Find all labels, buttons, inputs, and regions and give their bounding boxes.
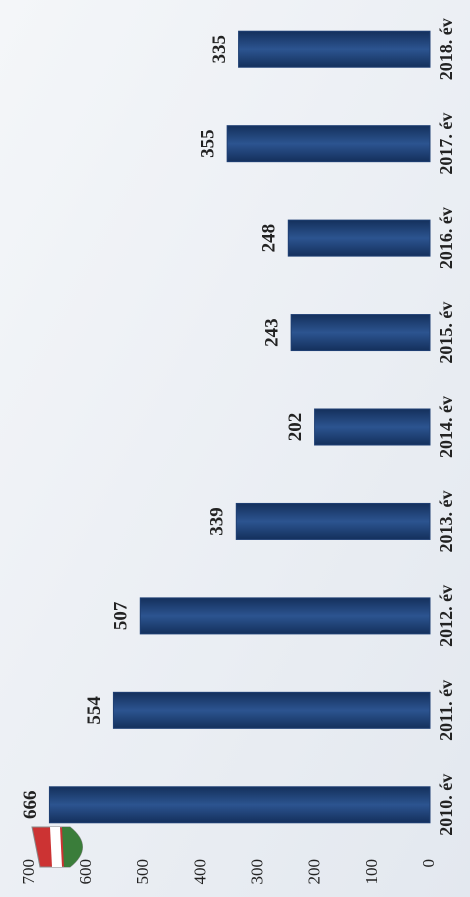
y-tick-label: 0 [419, 859, 438, 868]
bar [48, 786, 431, 824]
bar [287, 219, 431, 257]
x-tick-label: 2015. év [436, 302, 456, 364]
y-tick-label: 500 [133, 859, 152, 885]
bar [226, 125, 431, 163]
value-label: 507 [111, 601, 132, 630]
plot: 0 100 200 300 400 500 600 700 2010. év 666 2011. é… [19, 18, 456, 884]
bar [290, 314, 431, 352]
x-tick-label: 2014. év [436, 396, 456, 458]
value-label: 355 [198, 129, 219, 158]
value-label: 202 [285, 413, 306, 442]
value-label: 243 [262, 318, 283, 347]
value-label: 335 [209, 35, 230, 64]
bar [314, 408, 431, 446]
x-tick-label: 2012. év [436, 585, 456, 647]
y-tick-label: 200 [305, 859, 324, 885]
value-label: 339 [207, 507, 228, 536]
y-tick-label: 100 [362, 859, 381, 885]
y-tick-label: 700 [19, 859, 38, 885]
x-tick-label: 2018. év [436, 18, 456, 80]
y-tick-label: 400 [190, 859, 209, 885]
x-tick-label: 2016. év [436, 207, 456, 269]
y-tick-label: 300 [247, 859, 266, 885]
bar [238, 30, 431, 68]
x-tick-label: 2017. év [436, 113, 456, 175]
x-tick-label: 2011. év [436, 680, 456, 741]
value-label: 248 [259, 224, 280, 253]
bar [235, 502, 431, 540]
bar [112, 691, 431, 729]
x-tick-label: 2013. év [436, 490, 456, 552]
value-label: 554 [84, 696, 105, 725]
x-tick-label: 2010. év [436, 774, 456, 836]
emblem [31, 826, 83, 868]
bar [139, 597, 431, 635]
y-tick-label: 600 [76, 859, 95, 885]
value-label: 666 [20, 791, 41, 820]
